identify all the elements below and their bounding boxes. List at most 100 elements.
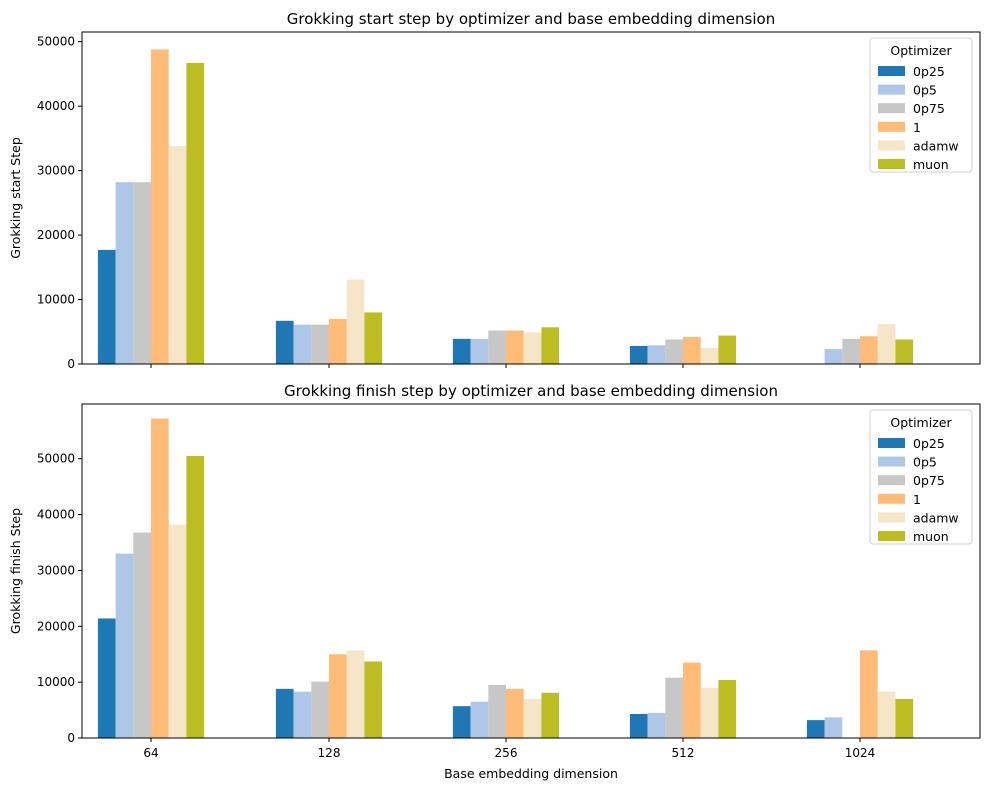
y-tick-label: 20000 [37,228,75,242]
bar-1-128 [329,318,347,364]
chart-title: Grokking finish step by optimizer and ba… [284,382,778,400]
x-tick-label: 128 [318,746,341,760]
legend-title: Optimizer [890,43,952,58]
y-tick-label: 30000 [37,563,75,577]
legend-label-muon: muon [913,157,949,172]
y-tick-label: 10000 [37,293,75,307]
bar-muon-128 [364,312,383,364]
bar-muon-512 [718,679,737,738]
x-axis-label: Base embedding dimension [444,766,618,781]
y-tick-label: 30000 [37,164,75,178]
bar-1-256 [506,330,524,364]
bar-0p25-64 [97,618,116,738]
legend-label-0p25: 0p25 [913,64,945,79]
bar-0p75-256 [488,330,506,364]
bar-0p5-512 [647,712,666,738]
y-tick-label: 0 [67,731,75,745]
bar-0p75-64 [133,532,151,738]
bar-adamw-128 [346,650,365,738]
chart-panel-2: Grokking finish step by optimizer and ba… [8,382,981,781]
bar-adamw-256 [523,332,542,364]
legend-label-0p5: 0p5 [913,83,937,98]
bar-0p75-512 [665,677,683,738]
legend-swatch-1 [878,493,905,504]
bar-adamw-1024 [877,691,896,738]
legend-label-muon: muon [913,529,949,544]
legend-label-adamw: adamw [913,138,959,153]
legend-swatch-muon [878,159,905,169]
bar-0p5-1024 [824,717,843,738]
plot-frame [81,403,981,739]
bar-1-64 [151,418,169,738]
bar-0p75-128 [311,681,329,738]
bar-1-1024 [860,650,878,738]
bar-muon-128 [364,661,383,738]
legend-swatch-1 [878,121,905,132]
y-tick-label: 50000 [37,35,75,49]
x-tick-label: 512 [672,746,695,760]
legend-swatch-muon [878,531,905,541]
legend-swatch-0p25 [878,66,905,76]
bar-0p25-512 [629,713,648,738]
y-axis-label: Grokking start Step [8,137,23,259]
bar-0p25-256 [452,338,471,364]
bar-muon-512 [718,335,737,364]
bar-muon-256 [541,327,560,364]
y-axis-label: Grokking finish Step [8,508,23,634]
chart-panel-1: Grokking start step by optimizer and bas… [8,10,981,371]
y-tick-label: 0 [67,357,75,371]
bar-adamw-1024 [877,324,896,364]
bar-1-512 [683,336,701,364]
y-tick-label: 20000 [37,619,75,633]
x-tick-label: 1024 [845,746,876,760]
x-tick-label: 64 [143,746,158,760]
legend-swatch-0p5 [878,84,905,95]
legend-label-0p75: 0p75 [913,473,945,488]
bar-1-256 [506,688,524,738]
bar-0p25-1024 [806,720,825,738]
bar-muon-64 [186,455,205,738]
bar-0p5-128 [293,324,312,364]
legend-swatch-adamw [878,512,905,523]
bar-adamw-512 [700,687,719,738]
legend: Optimizer 0p25 0p5 0p75 1 adamw muon [869,409,973,545]
legend-label-1: 1 [913,120,921,135]
bar-0p75-128 [311,324,329,364]
chart-title: Grokking start step by optimizer and bas… [287,10,775,28]
y-tick-label: 50000 [37,452,75,466]
legend-swatch-0p5 [878,456,905,467]
bar-0p25-256 [452,706,471,738]
bar-0p75-1024 [842,338,860,364]
bar-adamw-64 [168,146,187,364]
bar-0p5-256 [470,338,489,364]
legend: Optimizer 0p25 0p5 0p75 1 adamw muon [869,37,973,173]
y-tick-label: 10000 [37,675,75,689]
legend-title: Optimizer [890,415,952,430]
bar-0p5-512 [647,345,666,364]
bar-0p25-512 [629,345,648,364]
y-tick-label: 40000 [37,99,75,113]
legend-label-adamw: adamw [913,510,959,525]
bar-0p75-256 [488,684,506,738]
bar-0p5-1024 [824,349,843,364]
bar-muon-1024 [895,339,914,364]
bar-1-1024 [860,336,878,364]
y-tick-label: 40000 [37,508,75,522]
bar-adamw-64 [168,524,187,738]
bar-muon-64 [186,62,205,364]
bar-adamw-256 [523,698,542,738]
x-tick-label: 256 [495,746,518,760]
bar-muon-1024 [895,698,914,738]
bar-adamw-128 [346,279,365,364]
bar-0p5-64 [115,182,134,364]
legend-label-1: 1 [913,492,921,507]
bar-0p5-128 [293,691,312,738]
bar-1-512 [683,662,701,738]
legend-label-0p5: 0p5 [913,455,937,470]
legend-swatch-0p75 [878,103,905,114]
legend-label-0p75: 0p75 [913,101,945,116]
plot-frame [81,31,981,365]
legend-swatch-0p25 [878,438,905,448]
legend-swatch-adamw [878,140,905,151]
